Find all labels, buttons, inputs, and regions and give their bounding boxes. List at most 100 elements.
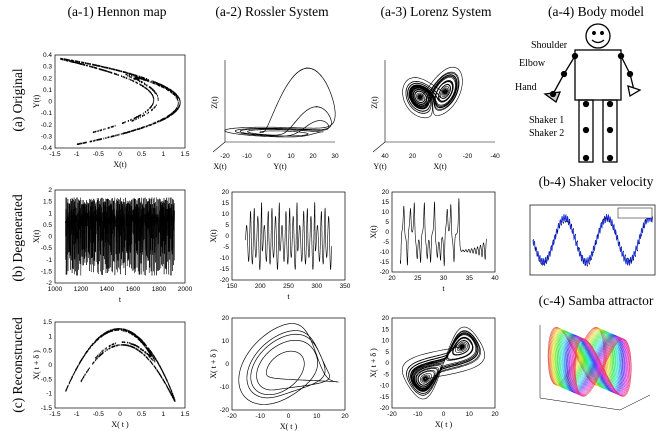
y-tick-label: 10: [382, 209, 390, 216]
x-tick-label: -20: [387, 411, 397, 418]
x-tick-label: 40: [491, 275, 499, 282]
x-tick-label: 1400: [100, 286, 115, 293]
y-tick-label: 1.5: [43, 319, 52, 326]
y-tick-label: 10: [382, 338, 390, 345]
column-title: (a-2) Rossler System: [215, 4, 329, 19]
body-label: Hand: [515, 82, 537, 93]
x-tick-label: 10: [313, 413, 321, 420]
x-axis-label: X(t): [113, 160, 127, 169]
y-tick-label: 0: [385, 229, 389, 236]
samba-band: [571, 337, 629, 396]
attractor: [224, 67, 336, 138]
x-tick-label: 1800: [152, 286, 167, 293]
column-title: (a-3) Lorenz System: [381, 4, 492, 19]
x-tick-label: 0: [118, 411, 122, 418]
x-axis-label: t: [287, 292, 290, 301]
x-tick-label: 20: [409, 153, 417, 160]
attractor: [238, 323, 339, 405]
y-tick-label: 0.2: [43, 75, 52, 82]
velocity-line: [532, 213, 653, 267]
x-tick-label: -0.5: [93, 411, 105, 418]
samba-band: [564, 334, 622, 393]
x-tick-label: 250: [283, 283, 294, 290]
x-tick-label: 1000: [48, 286, 63, 293]
x-tick-label: 0: [118, 151, 122, 158]
x-axis-label: t: [119, 295, 122, 304]
y-tick-label: 2: [48, 187, 52, 194]
x-tick-label: -1.5: [49, 411, 61, 418]
x-tick-label: 30: [440, 275, 448, 282]
column-title: (a-4) Body model: [548, 4, 644, 19]
row-title: (b) Degenerated: [10, 194, 25, 282]
x-tick-label: 350: [340, 283, 351, 290]
x-tick-label: 1.5: [180, 411, 189, 418]
y-tick-label: 1: [48, 333, 52, 340]
x-tick-label: -1: [74, 151, 80, 158]
y-tick-label: 0: [225, 361, 229, 368]
y-tick-label: 5: [225, 222, 229, 229]
y-tick-label: 0.4: [43, 52, 52, 59]
time-series: [245, 201, 332, 270]
y-tick-label: -1.5: [41, 405, 53, 412]
y-tick-label: 20: [222, 315, 230, 322]
y-tick-label: -0.4: [41, 145, 53, 152]
samba-band: [565, 334, 623, 393]
y-axis-label: X(t): [209, 229, 218, 243]
x-tick-label: 1: [162, 411, 166, 418]
row-title: (c) Reconstructed: [10, 317, 25, 413]
panel-title: (b-4) Shaker velocity: [539, 174, 654, 189]
y-tick-label: -1: [46, 257, 52, 264]
samba-band: [562, 333, 619, 392]
x-tick-label: 1600: [126, 286, 141, 293]
velocity-points: [533, 213, 652, 267]
y-tick-label: 0: [48, 234, 52, 241]
x-axis-label: X( t ): [111, 420, 129, 429]
y-tick-label: 15: [382, 326, 390, 333]
x-tick-label: 1.5: [180, 151, 189, 158]
x-tick-label: -20: [227, 413, 237, 420]
x-tick-label: 10: [466, 411, 474, 418]
x-axis-label: X( t ): [280, 422, 298, 431]
y-tick-label: -15: [380, 259, 390, 266]
plot-frame: [54, 321, 186, 409]
x-tick-label: 300: [311, 283, 322, 290]
plot-frame: [529, 204, 656, 276]
body-label: Shaker 2: [529, 128, 564, 139]
y-axis-label: Z(t): [370, 96, 379, 109]
attractor: [402, 66, 463, 119]
y-axis-label: Y(t): [32, 95, 41, 109]
z-axis-label: Y(t): [273, 162, 287, 171]
y-tick-label: -0.3: [41, 133, 53, 140]
y-axis-label: X( t + δ ): [32, 350, 41, 380]
y-tick-label: 0.5: [43, 222, 52, 229]
y-axis-label: Z(t): [210, 96, 219, 109]
x-tick-label: 0: [267, 153, 271, 160]
x-tick-label: 0: [438, 153, 442, 160]
y-tick-label: -20: [380, 405, 390, 412]
y-tick-label: -20: [380, 269, 390, 276]
x-tick-label: 200: [255, 283, 266, 290]
legend-box: [617, 207, 653, 219]
y-tick-label: -1: [46, 391, 52, 398]
y-tick-label: -5: [223, 244, 229, 251]
plot-frame: [54, 54, 186, 149]
plot-frame: [391, 317, 496, 409]
body-label: Shaker 1: [529, 115, 564, 126]
samba-band: [570, 337, 628, 395]
y-tick-label: 0.3: [43, 64, 52, 71]
x-tick-label: 40: [381, 153, 389, 160]
x-tick-label: 1200: [74, 286, 89, 293]
samba-band: [568, 335, 625, 394]
y-tick-label: -10: [380, 383, 390, 390]
y-tick-label: -1.5: [41, 268, 53, 275]
x-tick-label: 0: [287, 413, 291, 420]
x-tick-label: 20: [341, 413, 349, 420]
y-tick-label: -15: [380, 394, 390, 401]
y-tick-label: -0.5: [41, 245, 53, 252]
attractor: [60, 57, 181, 146]
y-tick-label: -5: [383, 239, 389, 246]
x-tick-label: -10: [256, 413, 266, 420]
y-axis-label: X(t): [369, 225, 378, 239]
samba-band: [575, 338, 632, 397]
